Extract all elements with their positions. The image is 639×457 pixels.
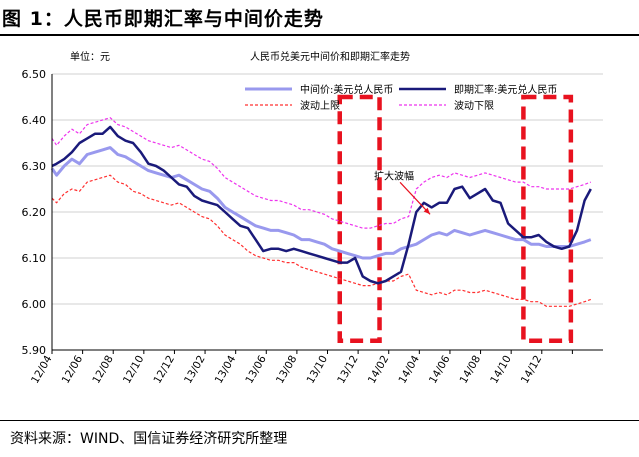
y-tick-label: 6.10 [22, 252, 47, 265]
y-tick-label: 6.40 [22, 114, 47, 127]
x-tick-label: 12/06 [60, 353, 86, 385]
legend-label: 波动上限 [300, 99, 340, 112]
highlight-box [337, 94, 382, 344]
y-tick-label: 6.30 [22, 160, 47, 173]
figure-title: 图 1：人民币即期汇率与中间价走势 [2, 8, 324, 30]
unit-label: 单位：元 [70, 50, 110, 63]
x-tick-label: 12/12 [152, 354, 178, 386]
series-line [51, 125, 592, 285]
series-line [51, 117, 592, 229]
footer-rule [0, 420, 639, 421]
x-tick-label: 14/12 [519, 354, 545, 386]
y-tick-label: 6.20 [22, 206, 47, 219]
highlight-box [521, 94, 574, 344]
x-tick-label: 14/02 [366, 354, 392, 386]
x-tick-label: 13/02 [182, 354, 208, 386]
x-tick-label: 14/10 [488, 353, 514, 385]
x-tick-label: 12/10 [121, 354, 147, 386]
annotation-label: 扩大波幅 [374, 169, 414, 182]
x-tick-label: 13/12 [335, 354, 361, 386]
legend-label: 即期汇率:美元兑人民币 [454, 83, 557, 96]
x-tick-label: 13/08 [274, 354, 300, 386]
series-line [51, 174, 592, 307]
y-tick-label: 5.90 [22, 344, 47, 357]
source-note: 资料来源：WIND、国信证券经济研究所整理 [10, 431, 288, 447]
y-tick-label: 6.50 [22, 68, 47, 81]
x-tick-label: 14/06 [427, 353, 453, 385]
y-tick-label: 6.00 [22, 298, 47, 311]
legend-label: 波动下限 [454, 99, 494, 112]
title-rule [0, 34, 639, 36]
x-tick-label: 12/08 [90, 354, 116, 386]
annotation-arrow [399, 181, 431, 215]
x-tick-label: 13/04 [213, 353, 239, 385]
highlight-boxes [337, 94, 574, 344]
chart-title: 人民币兑美元中间价和即期汇率走势 [250, 50, 410, 63]
annotation: 扩大波幅 [374, 169, 431, 215]
x-tick-label: 12/04 [29, 353, 55, 385]
x-tick-label: 14/08 [458, 354, 484, 386]
x-tick-label: 13/06 [243, 353, 269, 385]
series-line [50, 146, 592, 260]
x-tick-label: 13/10 [305, 354, 331, 386]
legend-label: 中间价:美元兑人民币 [300, 83, 393, 96]
series-lines [50, 117, 592, 307]
annotation-arrowhead [423, 207, 431, 215]
x-tick-label: 14/04 [396, 353, 422, 385]
gridlines [52, 73, 603, 305]
